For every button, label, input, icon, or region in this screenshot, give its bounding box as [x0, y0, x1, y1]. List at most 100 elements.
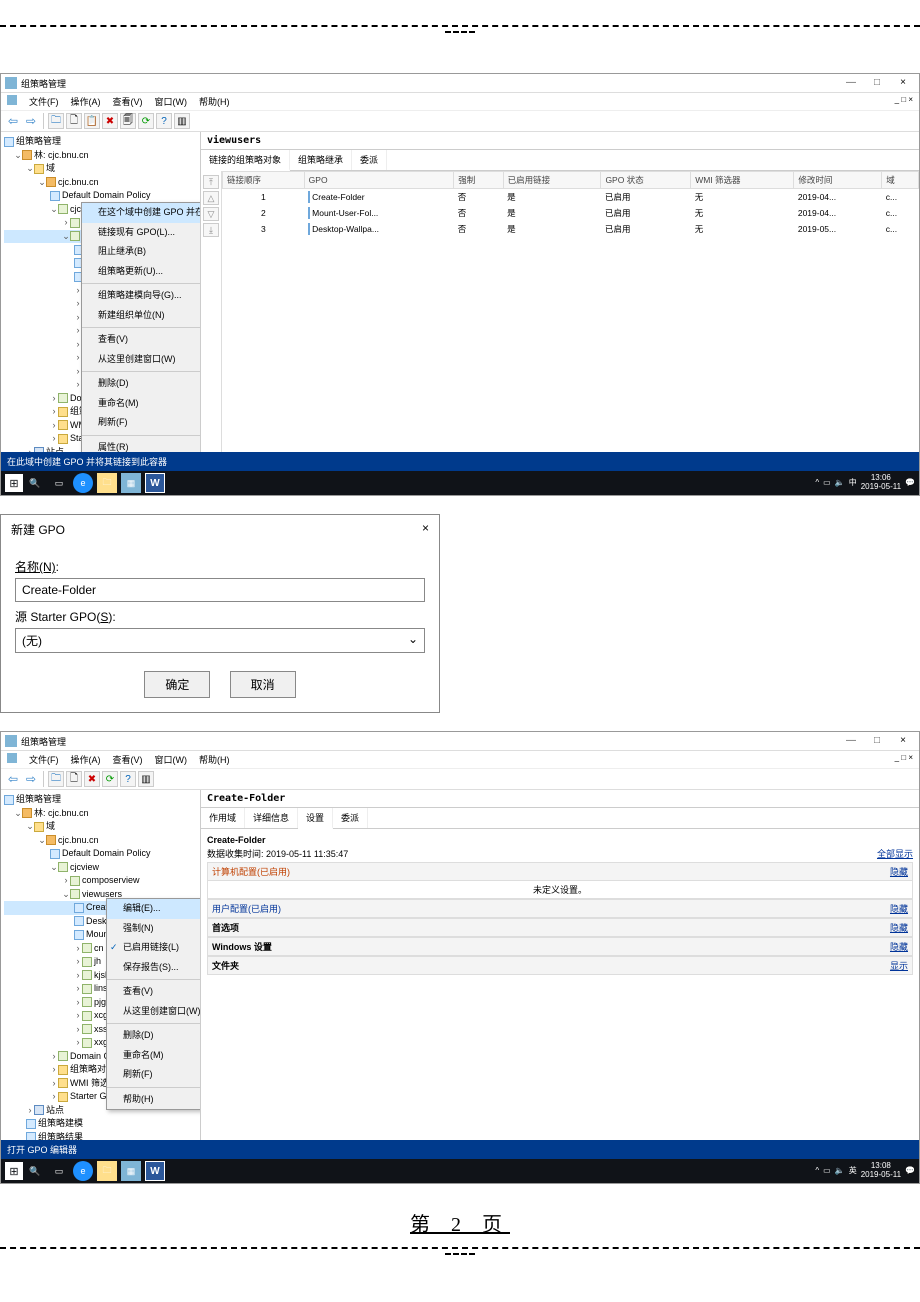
tree-root[interactable]: 组策略管理: [4, 135, 197, 149]
search-icon[interactable]: 🔍: [25, 1161, 45, 1181]
ctx-gp-update[interactable]: 组策略更新(U)...: [82, 262, 201, 282]
explorer-icon[interactable]: 🗀: [97, 1161, 117, 1181]
ctx-delete[interactable]: 删除(D): [82, 374, 201, 394]
ctx-new-window[interactable]: 从这里创建窗口(W): [82, 350, 201, 370]
nav-back-icon[interactable]: ⇦: [5, 771, 21, 787]
cancel-button[interactable]: 取消: [230, 671, 296, 698]
pref-hide-link[interactable]: 隐藏: [890, 921, 908, 934]
tray-net-icon[interactable]: ▭: [823, 1167, 831, 1176]
table-row[interactable]: 3 Desktop-Wallpa... 否是已启用 无2019-05...c..…: [223, 221, 919, 237]
toolbar-icon-1[interactable]: 🗀: [48, 113, 64, 129]
start-button[interactable]: ⊞: [5, 474, 23, 492]
ctx-new-ou[interactable]: 新建组织单位(N): [82, 306, 201, 326]
tray-sound-icon[interactable]: 🔈: [835, 479, 845, 488]
tray-up-icon[interactable]: ^: [815, 479, 819, 488]
uc-hide-link[interactable]: 隐藏: [890, 902, 908, 915]
tray-notif-icon[interactable]: 💬: [905, 479, 915, 488]
mdi-restore[interactable]: _ □ ×: [895, 753, 913, 766]
taskview-icon[interactable]: ▭: [49, 1161, 69, 1181]
menu-file[interactable]: 文件(F): [29, 95, 59, 108]
ctx-model-wizard[interactable]: 组策略建模向导(G)...: [82, 286, 201, 306]
ctx-new-window[interactable]: 从这里创建窗口(W): [107, 1002, 201, 1022]
tray-net-icon[interactable]: ▭: [823, 479, 831, 488]
col-mtime[interactable]: 修改时间: [794, 172, 882, 189]
col-order[interactable]: 链接顺序: [223, 172, 305, 189]
toolbar-delete-icon[interactable]: ✖: [84, 771, 100, 787]
toolbar-icon-5[interactable]: ▥: [174, 113, 190, 129]
ctx-rename[interactable]: 重命名(M): [107, 1046, 201, 1066]
toolbar-refresh-icon[interactable]: ⟳: [138, 113, 154, 129]
toolbar-icon-2[interactable]: 🗋: [66, 771, 82, 787]
show-all-link[interactable]: 全部显示: [877, 847, 913, 860]
col-force[interactable]: 强制: [454, 172, 503, 189]
tree-root[interactable]: 组策略管理: [4, 793, 197, 807]
toolbar-delete-icon[interactable]: ✖: [102, 113, 118, 129]
tray-clock[interactable]: 13:08 2019-05-11: [861, 1162, 901, 1180]
tab-settings[interactable]: 设置: [298, 808, 333, 829]
tree-domains[interactable]: ⌄域: [4, 820, 197, 834]
toolbar-icon-2[interactable]: 🗋: [66, 113, 82, 129]
col-status[interactable]: GPO 状态: [601, 172, 691, 189]
gpmc-taskbar-icon[interactable]: ▦: [121, 1161, 141, 1181]
tree-ddp[interactable]: Default Domain Policy: [4, 847, 197, 861]
col-enabled[interactable]: 已启用链接: [503, 172, 601, 189]
ctx-rename[interactable]: 重命名(M): [82, 394, 201, 414]
tray-sound-icon[interactable]: 🔈: [835, 1167, 845, 1176]
menu-view[interactable]: 查看(V): [113, 95, 143, 108]
tab-deleg[interactable]: 委派: [352, 150, 387, 170]
tree-domain[interactable]: ⌄cjc.bnu.cn: [4, 834, 197, 848]
table-row[interactable]: 1 Create-Folder 否是已启用 无2019-04...c...: [223, 189, 919, 206]
ok-button[interactable]: 确定: [144, 671, 210, 698]
tree-domain[interactable]: ⌄cjc.bnu.cn: [4, 176, 197, 190]
col-domain[interactable]: 域: [882, 172, 919, 189]
menu-file[interactable]: 文件(F): [29, 753, 59, 766]
dialog-close-icon[interactable]: ×: [422, 521, 429, 538]
menu-action[interactable]: 操作(A): [71, 95, 101, 108]
toolbar-icon-3[interactable]: 📋: [84, 113, 100, 129]
move-bottom-icon[interactable]: ⤓: [203, 223, 219, 237]
tab-details[interactable]: 详细信息: [245, 808, 298, 828]
ctx-view[interactable]: 查看(V)▶: [82, 330, 201, 350]
tree-result[interactable]: 组策略结果: [4, 1131, 197, 1141]
ctx-create-gpo[interactable]: 在这个域中创建 GPO 并在此处链接(C)...: [82, 203, 201, 223]
word-icon[interactable]: W: [145, 1161, 165, 1181]
tree-ddp[interactable]: Default Domain Policy: [4, 189, 197, 203]
nav-forward-icon[interactable]: ⇨: [23, 113, 39, 129]
menu-window[interactable]: 窗口(W): [155, 753, 188, 766]
col-gpo[interactable]: GPO: [304, 172, 454, 189]
nav-back-icon[interactable]: ⇦: [5, 113, 21, 129]
tab-deleg[interactable]: 委派: [333, 808, 368, 828]
word-icon[interactable]: W: [145, 473, 165, 493]
minimize-button[interactable]: —: [839, 734, 863, 748]
menu-action[interactable]: 操作(A): [71, 753, 101, 766]
starter-select[interactable]: (无)⌄: [15, 628, 425, 653]
winset-hide-link[interactable]: 隐藏: [890, 940, 908, 953]
toolbar-help-icon[interactable]: ?: [120, 771, 136, 787]
maximize-button[interactable]: □: [865, 76, 889, 90]
table-row[interactable]: 2 Mount-User-Fol... 否是已启用 无2019-04...c..…: [223, 205, 919, 221]
folders-show-link[interactable]: 显示: [890, 959, 908, 972]
menu-window[interactable]: 窗口(W): [155, 95, 188, 108]
tray-notif-icon[interactable]: 💬: [905, 1167, 915, 1176]
ctx-help[interactable]: 帮助(H): [107, 1090, 201, 1110]
toolbar-refresh-icon[interactable]: ⟳: [102, 771, 118, 787]
menu-help[interactable]: 帮助(H): [199, 95, 230, 108]
minimize-button[interactable]: —: [839, 76, 863, 90]
ctx-force[interactable]: 强制(N): [107, 919, 201, 939]
close-button[interactable]: ×: [891, 76, 915, 90]
tree-forest[interactable]: ⌄林: cjc.bnu.cn: [4, 149, 197, 163]
explorer-icon[interactable]: 🗀: [97, 473, 117, 493]
toolbar-icon-1[interactable]: 🗀: [48, 771, 64, 787]
move-down-icon[interactable]: ▽: [203, 207, 219, 221]
tab-inherit[interactable]: 组策略继承: [290, 150, 352, 170]
tree-composerview[interactable]: ›composerview: [4, 874, 197, 888]
col-wmi[interactable]: WMI 筛选器: [691, 172, 794, 189]
ie-icon[interactable]: e: [73, 473, 93, 493]
tree-cjcview[interactable]: ⌄cjcview: [4, 861, 197, 875]
menu-view[interactable]: 查看(V): [113, 753, 143, 766]
tray-ime[interactable]: 中: [849, 479, 857, 488]
ctx-save-report[interactable]: 保存报告(S)...: [107, 958, 201, 978]
tray-up-icon[interactable]: ^: [815, 1167, 819, 1176]
tree-domains[interactable]: ⌄域: [4, 162, 197, 176]
ie-icon[interactable]: e: [73, 1161, 93, 1181]
